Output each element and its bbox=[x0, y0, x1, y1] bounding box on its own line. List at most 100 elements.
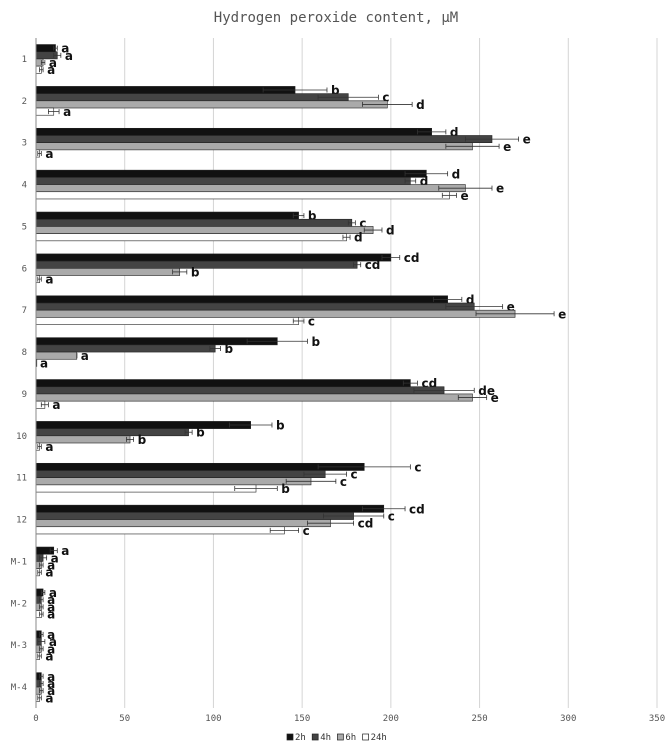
legend-label-4h: 4h bbox=[320, 733, 331, 743]
significance-label: e bbox=[491, 391, 499, 405]
significance-label: cd bbox=[404, 251, 420, 265]
significance-label: a bbox=[45, 691, 53, 705]
bar-24h bbox=[35, 233, 347, 242]
legend-swatch-24h bbox=[362, 733, 369, 741]
significance-label: c bbox=[303, 524, 310, 538]
significance-label: c bbox=[359, 216, 366, 230]
x-tick-label: 150 bbox=[294, 714, 310, 724]
significance-label: a bbox=[61, 42, 69, 56]
significance-label: d bbox=[452, 167, 461, 181]
significance-label: a bbox=[45, 649, 53, 663]
x-tick-label: 350 bbox=[649, 714, 665, 724]
significance-label: d bbox=[386, 224, 395, 238]
significance-label: a bbox=[47, 684, 55, 698]
category-label: M-4 bbox=[11, 683, 27, 693]
significance-label: c bbox=[388, 509, 395, 523]
bars-layer: aaaabcdadeeaddeebcddcdcdbadeecbbaacddeea… bbox=[35, 42, 566, 705]
significance-label: c bbox=[340, 475, 347, 489]
legend-label-24h: 24h bbox=[371, 733, 387, 743]
category-label: 2 bbox=[22, 97, 27, 107]
significance-label: e bbox=[558, 307, 566, 321]
bar-6h bbox=[35, 519, 331, 528]
significance-label: a bbox=[47, 608, 55, 622]
bar-4h bbox=[35, 135, 493, 143]
bar-24h bbox=[35, 526, 285, 535]
x-tick-label: 300 bbox=[560, 714, 576, 724]
significance-label: d bbox=[416, 98, 425, 112]
bar-4h bbox=[35, 512, 354, 520]
bar-6h bbox=[35, 226, 374, 234]
significance-label: a bbox=[47, 642, 55, 656]
legend-swatch-4h bbox=[311, 733, 319, 741]
significance-label: a bbox=[45, 566, 53, 580]
significance-label: b bbox=[225, 342, 234, 356]
x-tick-label: 250 bbox=[471, 714, 487, 724]
significance-label: d bbox=[354, 231, 363, 245]
significance-label: a bbox=[63, 105, 71, 119]
bar-2h bbox=[35, 44, 56, 53]
bar-4h bbox=[35, 93, 349, 102]
x-tick-label: 50 bbox=[119, 714, 130, 724]
significance-label: a bbox=[47, 628, 55, 642]
bar-2h bbox=[35, 169, 427, 178]
x-tick-label: 100 bbox=[205, 714, 221, 724]
significance-label: a bbox=[49, 635, 57, 649]
significance-label: a bbox=[47, 670, 55, 684]
significance-label: b bbox=[276, 419, 285, 433]
significance-label: a bbox=[47, 63, 55, 77]
bar-2h bbox=[35, 421, 251, 429]
bar-2h bbox=[35, 127, 432, 136]
category-label: 6 bbox=[22, 264, 27, 274]
bar-6h bbox=[35, 100, 388, 109]
category-label: 8 bbox=[22, 348, 27, 358]
bar-6h bbox=[35, 268, 181, 276]
bar-4h bbox=[35, 470, 326, 478]
significance-label: d bbox=[450, 125, 459, 139]
category-label: 11 bbox=[16, 474, 27, 484]
significance-label: e bbox=[461, 189, 469, 203]
category-label: 5 bbox=[22, 222, 27, 232]
bar-6h bbox=[35, 142, 473, 151]
legend-swatch-2h bbox=[286, 733, 294, 741]
significance-label: e bbox=[523, 133, 531, 147]
significance-label: e bbox=[503, 140, 511, 154]
significance-label: cd bbox=[358, 517, 374, 531]
bar-2h bbox=[35, 379, 411, 388]
significance-label: a bbox=[45, 273, 53, 287]
significance-label: a bbox=[81, 349, 89, 363]
bar-6h bbox=[35, 393, 473, 402]
significance-label: a bbox=[40, 356, 48, 370]
category-label: 9 bbox=[22, 390, 27, 400]
bar-4h bbox=[35, 302, 475, 311]
significance-label: a bbox=[47, 600, 55, 614]
bar-24h bbox=[35, 191, 450, 200]
bar-2h bbox=[35, 295, 448, 304]
category-label: 3 bbox=[22, 139, 27, 149]
category-label: 7 bbox=[22, 306, 27, 316]
significance-label: b bbox=[331, 84, 340, 98]
significance-label: c bbox=[382, 91, 389, 105]
category-label: 1 bbox=[22, 55, 27, 65]
significance-label: b bbox=[281, 482, 290, 496]
bar-2h bbox=[35, 86, 296, 94]
significance-label: a bbox=[61, 544, 69, 558]
legend: 2h 4h 6h 24h bbox=[286, 733, 387, 743]
bar-6h bbox=[35, 184, 466, 193]
legend-label-6h: 6h bbox=[345, 733, 356, 743]
significance-label: b bbox=[138, 433, 147, 447]
legend-swatch-6h bbox=[337, 733, 344, 741]
significance-label: e bbox=[496, 182, 504, 196]
significance-label: a bbox=[47, 559, 55, 573]
significance-label: b bbox=[196, 426, 205, 440]
significance-label: de bbox=[478, 384, 495, 398]
significance-label: b bbox=[308, 209, 317, 223]
bar-24h bbox=[35, 484, 257, 493]
significance-label: b bbox=[311, 335, 320, 349]
significance-label: a bbox=[45, 147, 53, 161]
significance-label: d bbox=[466, 293, 475, 307]
significance-label: c bbox=[308, 314, 315, 328]
bar-4h bbox=[35, 386, 445, 395]
significance-label: c bbox=[351, 468, 358, 482]
significance-label: b bbox=[191, 265, 200, 279]
